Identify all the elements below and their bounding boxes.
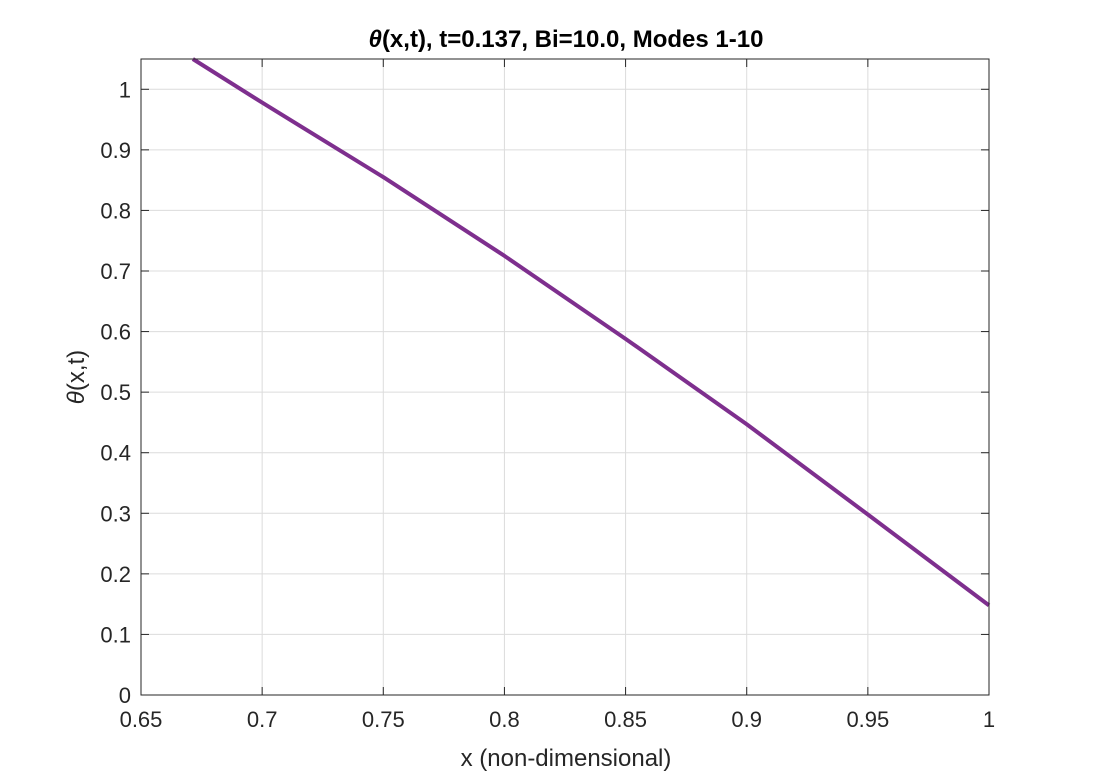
series-layer (191, 57, 991, 607)
y-tick-label: 0.1 (100, 622, 131, 647)
y-tick-label: 0.5 (100, 380, 131, 405)
x-tick-label: 0.95 (846, 707, 889, 732)
x-axis-label: x (non-dimensional) (461, 745, 672, 772)
axes-box (140, 58, 990, 696)
y-tick-label: 0.4 (100, 441, 131, 466)
y-tick-label: 0.7 (100, 259, 131, 284)
x-tick-label: 0.85 (604, 707, 647, 732)
x-tick-label: 0.75 (362, 707, 405, 732)
y-tick-label: 0.9 (100, 138, 131, 163)
x-tick-label: 0.65 (120, 707, 163, 732)
y-tick-label: 0.2 (100, 562, 131, 587)
x-tick-label: 1 (983, 707, 995, 732)
plot-area (141, 59, 989, 695)
y-tick-label: 1 (119, 77, 131, 102)
y-tick-label: 0.8 (100, 198, 131, 223)
x-tick-label: 0.9 (731, 707, 762, 732)
y-tick-label: 0.3 (100, 501, 131, 526)
x-tick-label: 0.7 (247, 707, 278, 732)
series-line (191, 57, 991, 607)
x-tick-label: 0.8 (489, 707, 520, 732)
ticks: 0.65 0.7 0.75 0.8 0.85 0.9 0.95 1 0 0.1 0.2 0.3 0.4 0… (100, 59, 995, 732)
y-tick-label: 0 (119, 683, 131, 708)
y-tick-label: 0.6 (100, 320, 131, 345)
y-axis-label: θ(x,t) (63, 350, 90, 404)
chart-title: θ(x,t), t=0.137, Bi=10.0, Modes 1-10 (369, 26, 764, 53)
